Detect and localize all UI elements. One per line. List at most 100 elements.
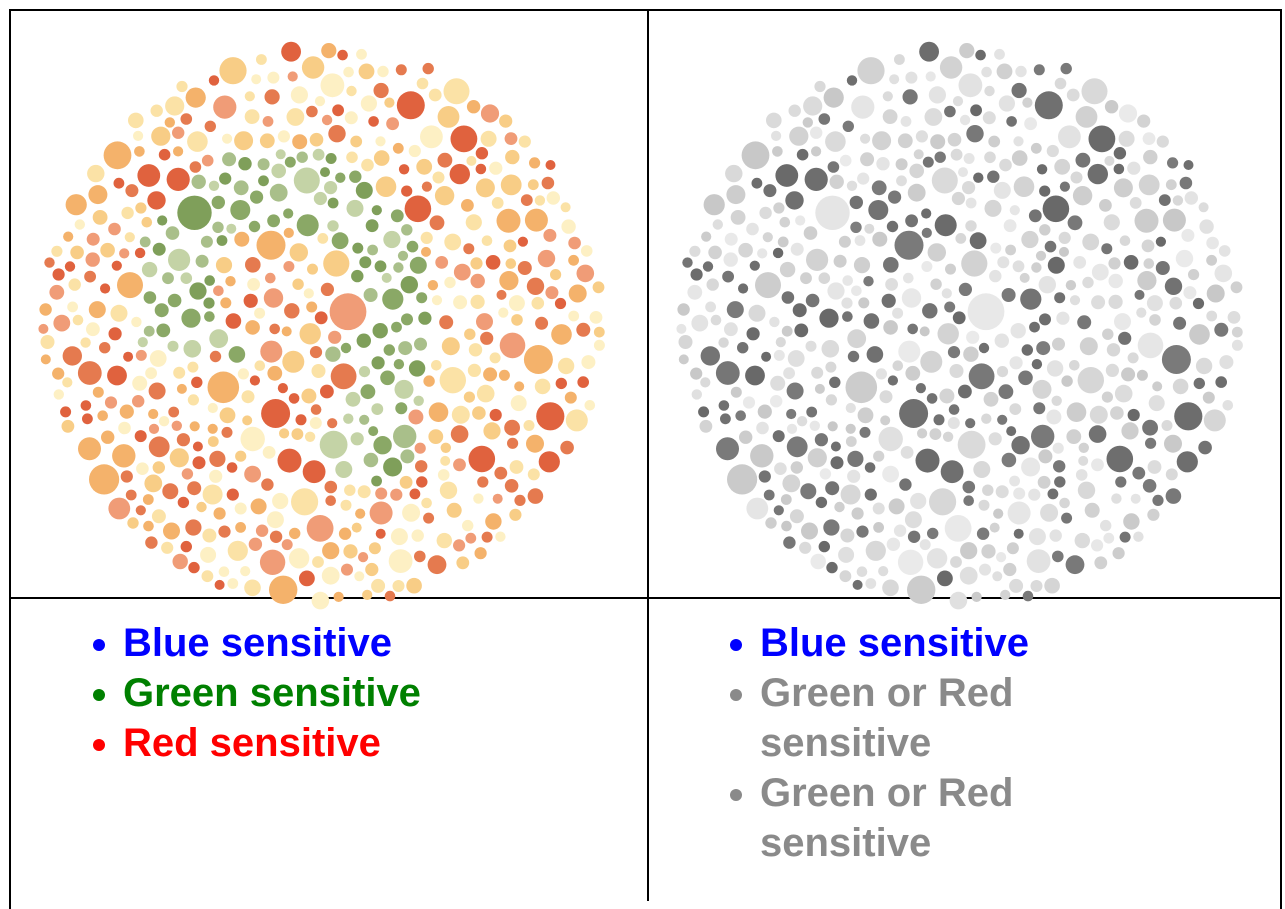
- dot: [929, 86, 946, 103]
- dot: [769, 317, 779, 327]
- dot: [177, 196, 211, 230]
- dot: [161, 542, 173, 554]
- dot: [87, 233, 100, 246]
- dot: [543, 229, 556, 242]
- dot: [808, 448, 827, 467]
- dot: [857, 173, 869, 185]
- dot: [966, 198, 977, 209]
- dot: [1009, 403, 1021, 415]
- dot: [907, 576, 935, 604]
- dot: [493, 494, 503, 504]
- dot: [93, 387, 104, 398]
- dot: [84, 271, 96, 283]
- dot: [202, 155, 214, 167]
- dot: [181, 272, 193, 284]
- dot: [299, 571, 315, 587]
- dot: [858, 297, 869, 308]
- dot: [676, 324, 686, 334]
- dot: [315, 311, 328, 324]
- dot: [65, 261, 75, 271]
- dot: [126, 490, 137, 501]
- dot: [406, 578, 422, 594]
- dot: [737, 342, 748, 353]
- dot: [959, 73, 983, 97]
- dot: [558, 358, 574, 374]
- dot: [1029, 209, 1042, 222]
- dot: [950, 364, 964, 378]
- dot: [440, 367, 466, 393]
- dot: [840, 155, 852, 167]
- dot: [811, 146, 821, 156]
- dot: [983, 111, 996, 124]
- dot: [1082, 78, 1108, 104]
- dot: [1052, 396, 1062, 406]
- dot: [1069, 360, 1080, 371]
- dot: [704, 194, 725, 215]
- dot: [109, 327, 122, 340]
- dot: [67, 302, 78, 313]
- dot: [100, 283, 110, 293]
- dot: [172, 127, 184, 139]
- dot: [401, 276, 418, 293]
- dot: [145, 367, 157, 379]
- dot: [355, 509, 365, 519]
- dot: [499, 370, 510, 381]
- dot: [456, 556, 469, 569]
- dot: [351, 270, 363, 282]
- dot: [1082, 277, 1093, 288]
- dot: [561, 219, 575, 233]
- dot: [679, 354, 689, 364]
- dot: [1114, 147, 1126, 159]
- dot: [968, 293, 1005, 330]
- dot: [800, 272, 812, 284]
- dot: [952, 192, 965, 205]
- dot: [435, 186, 454, 205]
- dot: [452, 406, 470, 424]
- dot: [118, 422, 131, 435]
- dot: [511, 314, 523, 326]
- dot: [62, 420, 75, 433]
- dot: [794, 324, 808, 338]
- dot: [521, 194, 533, 206]
- dot: [970, 232, 987, 249]
- dot: [189, 282, 206, 299]
- dot: [1107, 343, 1120, 356]
- dot: [713, 219, 723, 229]
- dot: [1206, 311, 1217, 322]
- dot: [1007, 542, 1019, 554]
- dot: [469, 343, 482, 356]
- dot: [410, 257, 427, 274]
- dot: [705, 302, 716, 313]
- dot: [1214, 323, 1228, 337]
- dot: [955, 233, 966, 244]
- dot: [1103, 533, 1114, 544]
- dot: [568, 237, 581, 250]
- dot: [196, 502, 206, 512]
- dot: [119, 248, 129, 258]
- dot: [1120, 532, 1131, 543]
- dot: [787, 424, 797, 434]
- dot: [251, 498, 267, 514]
- dot: [142, 217, 153, 228]
- dot: [367, 245, 378, 256]
- dot: [948, 346, 960, 358]
- dot: [758, 405, 772, 419]
- dot: [581, 355, 595, 369]
- dot: [834, 502, 844, 512]
- dot: [383, 458, 402, 477]
- dot: [679, 335, 693, 349]
- dot: [1002, 288, 1016, 302]
- dot: [1022, 98, 1032, 108]
- dot: [209, 329, 228, 348]
- dot: [1165, 278, 1182, 295]
- dot: [410, 489, 421, 500]
- dot: [132, 376, 147, 391]
- dot: [1106, 364, 1119, 377]
- dot: [961, 250, 987, 276]
- dot: [1143, 132, 1156, 145]
- dot: [240, 566, 250, 576]
- dot: [267, 511, 284, 528]
- dot: [847, 75, 857, 85]
- dot: [371, 476, 382, 487]
- dot: [1031, 580, 1043, 592]
